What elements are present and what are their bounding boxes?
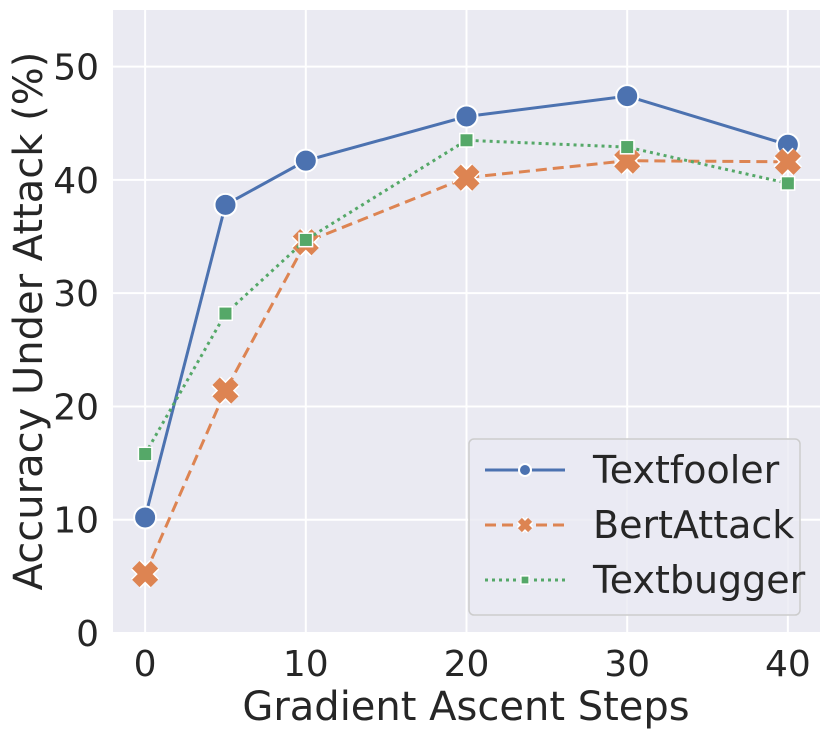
y-axis-label: Accuracy Under Attack (%) xyxy=(6,52,52,591)
x-axis-label: Gradient Ascent Steps xyxy=(242,684,689,730)
tick-labels: 0 10 20 30 40 50 0 10 20 30 40 xyxy=(53,48,811,685)
data-point xyxy=(211,376,240,405)
y-tick-label: 10 xyxy=(53,501,99,542)
data-point xyxy=(298,232,314,248)
y-tick-label: 40 xyxy=(53,161,99,202)
legend-item: Textfooler xyxy=(485,448,780,492)
series-textfooler xyxy=(133,84,800,530)
series-line xyxy=(143,138,789,455)
data-point xyxy=(615,84,640,109)
data-point xyxy=(459,132,474,148)
y-tick-label: 50 xyxy=(53,48,99,89)
data-point xyxy=(217,306,233,322)
data-point xyxy=(213,192,238,217)
legend-marker xyxy=(520,575,530,585)
data-point xyxy=(454,104,479,129)
x-tick-label: 10 xyxy=(283,644,329,685)
x-tick-label: 30 xyxy=(604,644,650,685)
series-bertattack xyxy=(131,146,802,589)
legend: Textfooler BertAttack Textbugger xyxy=(468,438,806,616)
data-point xyxy=(133,505,158,530)
y-tick-label: 20 xyxy=(53,387,99,428)
legend-item: BertAttack xyxy=(485,503,794,547)
x-tick-label: 0 xyxy=(134,644,157,685)
y-tick-label: 30 xyxy=(53,274,99,315)
legend-frame xyxy=(468,438,801,616)
data-point xyxy=(773,147,802,176)
data-point xyxy=(131,559,160,589)
data-point xyxy=(780,175,796,191)
legend-item: Textbugger xyxy=(485,558,806,602)
series-line xyxy=(143,94,789,518)
data-point xyxy=(293,148,318,173)
data-point xyxy=(137,446,153,462)
series-textbugger xyxy=(137,132,796,462)
legend-marker xyxy=(518,463,532,477)
legend-label: Textfooler xyxy=(592,448,780,492)
data-point xyxy=(452,163,481,192)
x-tick-label: 40 xyxy=(765,644,811,685)
x-tick-label: 20 xyxy=(444,644,490,685)
legend-marker xyxy=(516,516,534,534)
legend-label: Textbugger xyxy=(592,558,806,602)
series-layer xyxy=(131,84,802,589)
data-point xyxy=(619,139,635,155)
legend-label: BertAttack xyxy=(593,503,794,547)
y-tick-label: 0 xyxy=(76,614,99,655)
